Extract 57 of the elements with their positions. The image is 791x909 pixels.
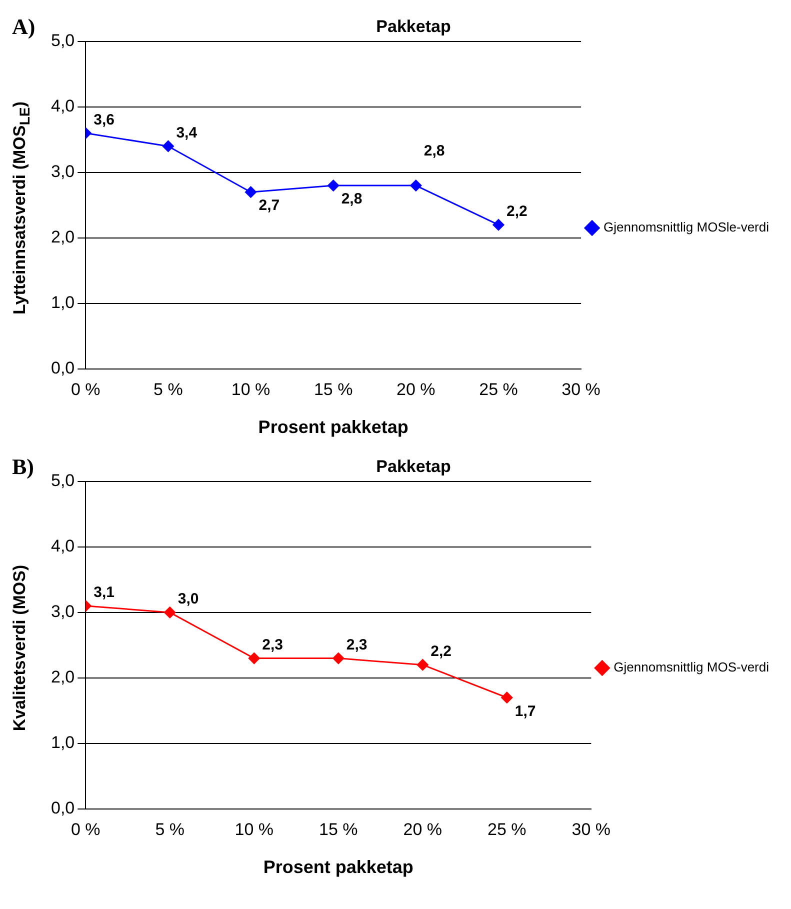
x-tick-label: 10 %: [231, 380, 270, 399]
text: A): [12, 14, 36, 40]
y-tick-label: 4,0: [50, 96, 75, 116]
data-label: 2,2: [430, 642, 452, 660]
x-tick-label: 30 %: [562, 380, 600, 399]
x-tick-label: 0 %: [70, 820, 100, 839]
x-axis-title: Prosent pakketap: [263, 857, 414, 878]
data-label: 1,7: [514, 702, 536, 720]
y-tick-label: 1,0: [50, 293, 75, 312]
x-tick-label: 25 %: [488, 820, 526, 839]
x-tick-label: 5 %: [155, 820, 185, 839]
point: [162, 140, 174, 152]
data-label: 3,6: [94, 111, 114, 128]
data-label: 2,8: [341, 190, 362, 208]
point: [164, 606, 176, 618]
y-tick-label: 5,0: [50, 31, 75, 50]
point: [328, 180, 340, 192]
x-tick-label: 10 %: [234, 820, 274, 839]
y-tick-label: 3,0: [50, 602, 75, 622]
y-tick-label: 2,0: [50, 228, 75, 247]
data-label: 3,4: [176, 124, 198, 142]
point: [501, 692, 513, 704]
y-tick-label: 3,0: [50, 162, 75, 182]
y-tick-label: 1,0: [50, 733, 75, 752]
legend-label: Gjennomsnittlig MOSle-verdi: [604, 220, 770, 235]
legend-label: Gjennomsnittlig MOS-verdi: [614, 660, 770, 675]
x-tick-label: 20 %: [403, 820, 442, 839]
x-tick-label: 5 %: [154, 380, 183, 399]
text: B): [12, 454, 34, 480]
y-tick-label: 0,0: [50, 358, 75, 378]
data-label: 3,0: [178, 590, 199, 608]
point: [492, 219, 504, 231]
x-tick-label: 25 %: [479, 380, 518, 399]
data-label: 2,7: [258, 197, 280, 214]
x-tick-label: 30 %: [572, 820, 611, 839]
chart-title: Pakketap: [376, 456, 451, 476]
data-label: 2,8: [424, 142, 445, 160]
point: [332, 652, 344, 664]
y-tick-label: 2,0: [50, 668, 75, 687]
y-axis-title: Kvalitetsverdi (MOS): [10, 564, 30, 732]
y-tick-label: 5,0: [50, 471, 75, 490]
point: [248, 652, 260, 664]
chart-title: Pakketap: [376, 16, 451, 36]
data-label: 2,2: [506, 202, 528, 220]
x-tick-label: 20 %: [396, 380, 436, 399]
y-tick-label: 4,0: [50, 536, 75, 556]
data-label: 2,3: [262, 636, 284, 654]
x-axis-title: Prosent pakketap: [258, 417, 408, 438]
point: [416, 659, 428, 671]
x-tick-label: 15 %: [314, 380, 353, 399]
y-tick-label: 0,0: [50, 798, 75, 818]
data-label: 3,1: [94, 584, 114, 602]
x-tick-label: 0 %: [70, 380, 100, 399]
point: [410, 180, 422, 192]
data-label: 2,3: [346, 636, 368, 654]
x-tick-label: 15 %: [319, 820, 358, 839]
point: [245, 186, 257, 198]
